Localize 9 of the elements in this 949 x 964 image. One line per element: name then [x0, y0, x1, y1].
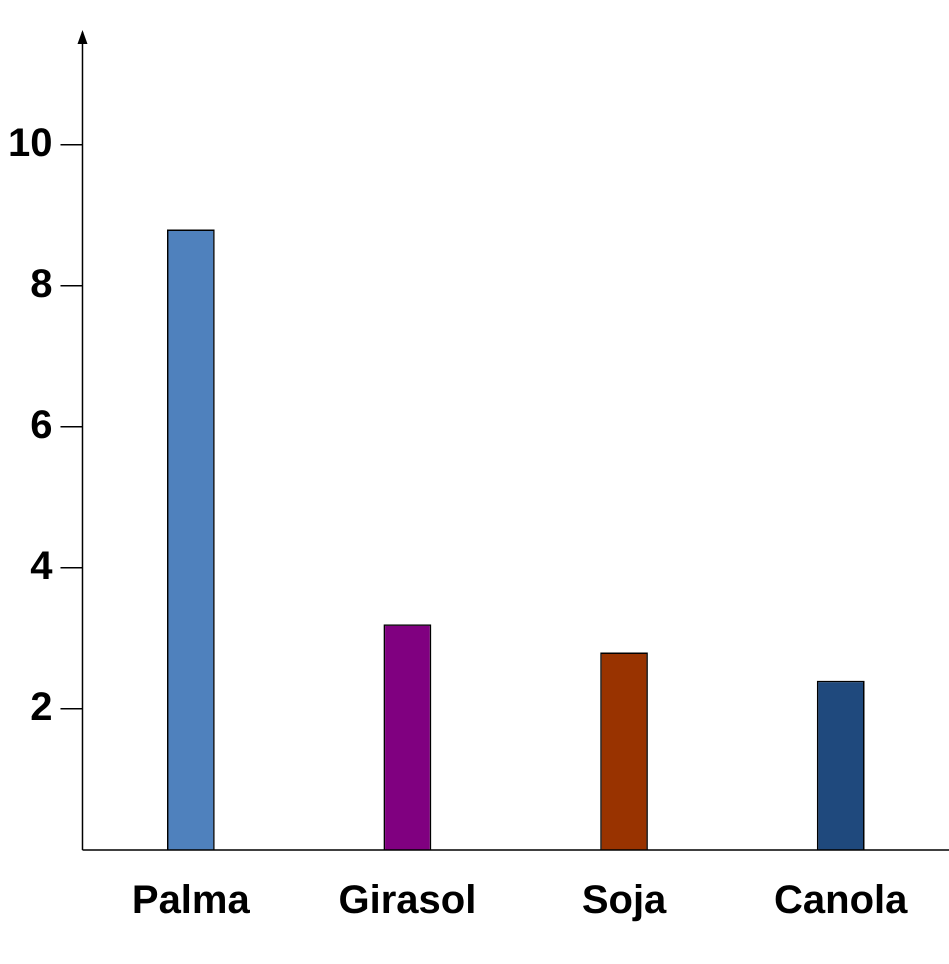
x-tick-label: Soja	[582, 878, 668, 922]
y-tick-label: 4	[30, 544, 54, 588]
y-tick-label: 2	[30, 684, 52, 729]
x-tick-label: Palma	[132, 878, 250, 922]
y-tick-label: 8	[30, 262, 52, 306]
x-tick-label: Canola	[774, 878, 908, 922]
y-tick-label: 10	[8, 120, 52, 165]
y-tick-label: 6	[30, 402, 52, 447]
x-tick-label: Girasol	[338, 878, 476, 922]
